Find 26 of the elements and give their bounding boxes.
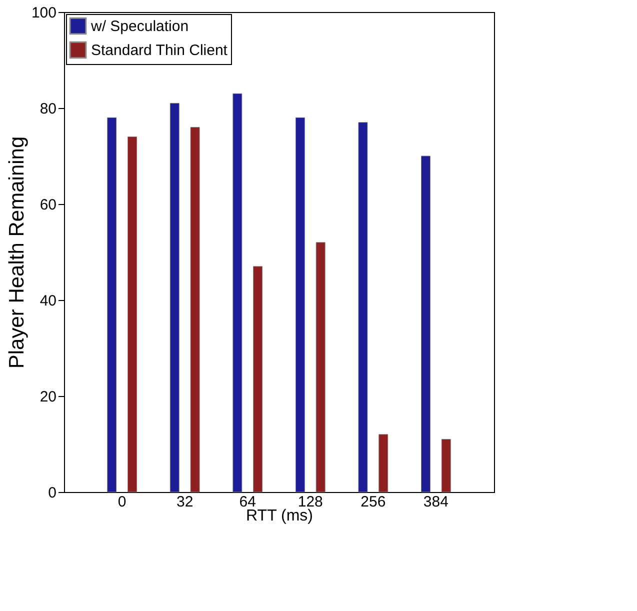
bar (378, 434, 388, 492)
y-tick-label: 40 (40, 292, 56, 310)
x-tick-label: 0 (118, 494, 126, 510)
bar (128, 136, 138, 492)
bar (107, 117, 117, 492)
y-tick-label: 80 (40, 100, 56, 118)
bar (295, 117, 305, 492)
x-tick-label: 32 (176, 494, 194, 510)
x-tick-label: 384 (423, 494, 448, 510)
bar (232, 93, 242, 492)
legend-label: Standard Thin Client (91, 42, 228, 59)
y-tick-label: 20 (40, 388, 56, 406)
x-tick-label: 256 (360, 494, 386, 510)
x-tick-label: 64 (239, 494, 256, 510)
bar (190, 126, 200, 492)
bar (316, 242, 326, 492)
bar (170, 102, 180, 492)
y-tick-label: 100 (31, 4, 56, 22)
legend-label: w/ Speculation (90, 18, 189, 35)
bar (253, 266, 263, 492)
bar (441, 438, 451, 492)
y-axis-title: Player Health Remaining (5, 136, 28, 369)
x-axis-title: RTT (ms) (246, 508, 313, 524)
bar (420, 156, 430, 492)
y-tick-label: 60 (40, 196, 56, 214)
bar (358, 122, 368, 492)
